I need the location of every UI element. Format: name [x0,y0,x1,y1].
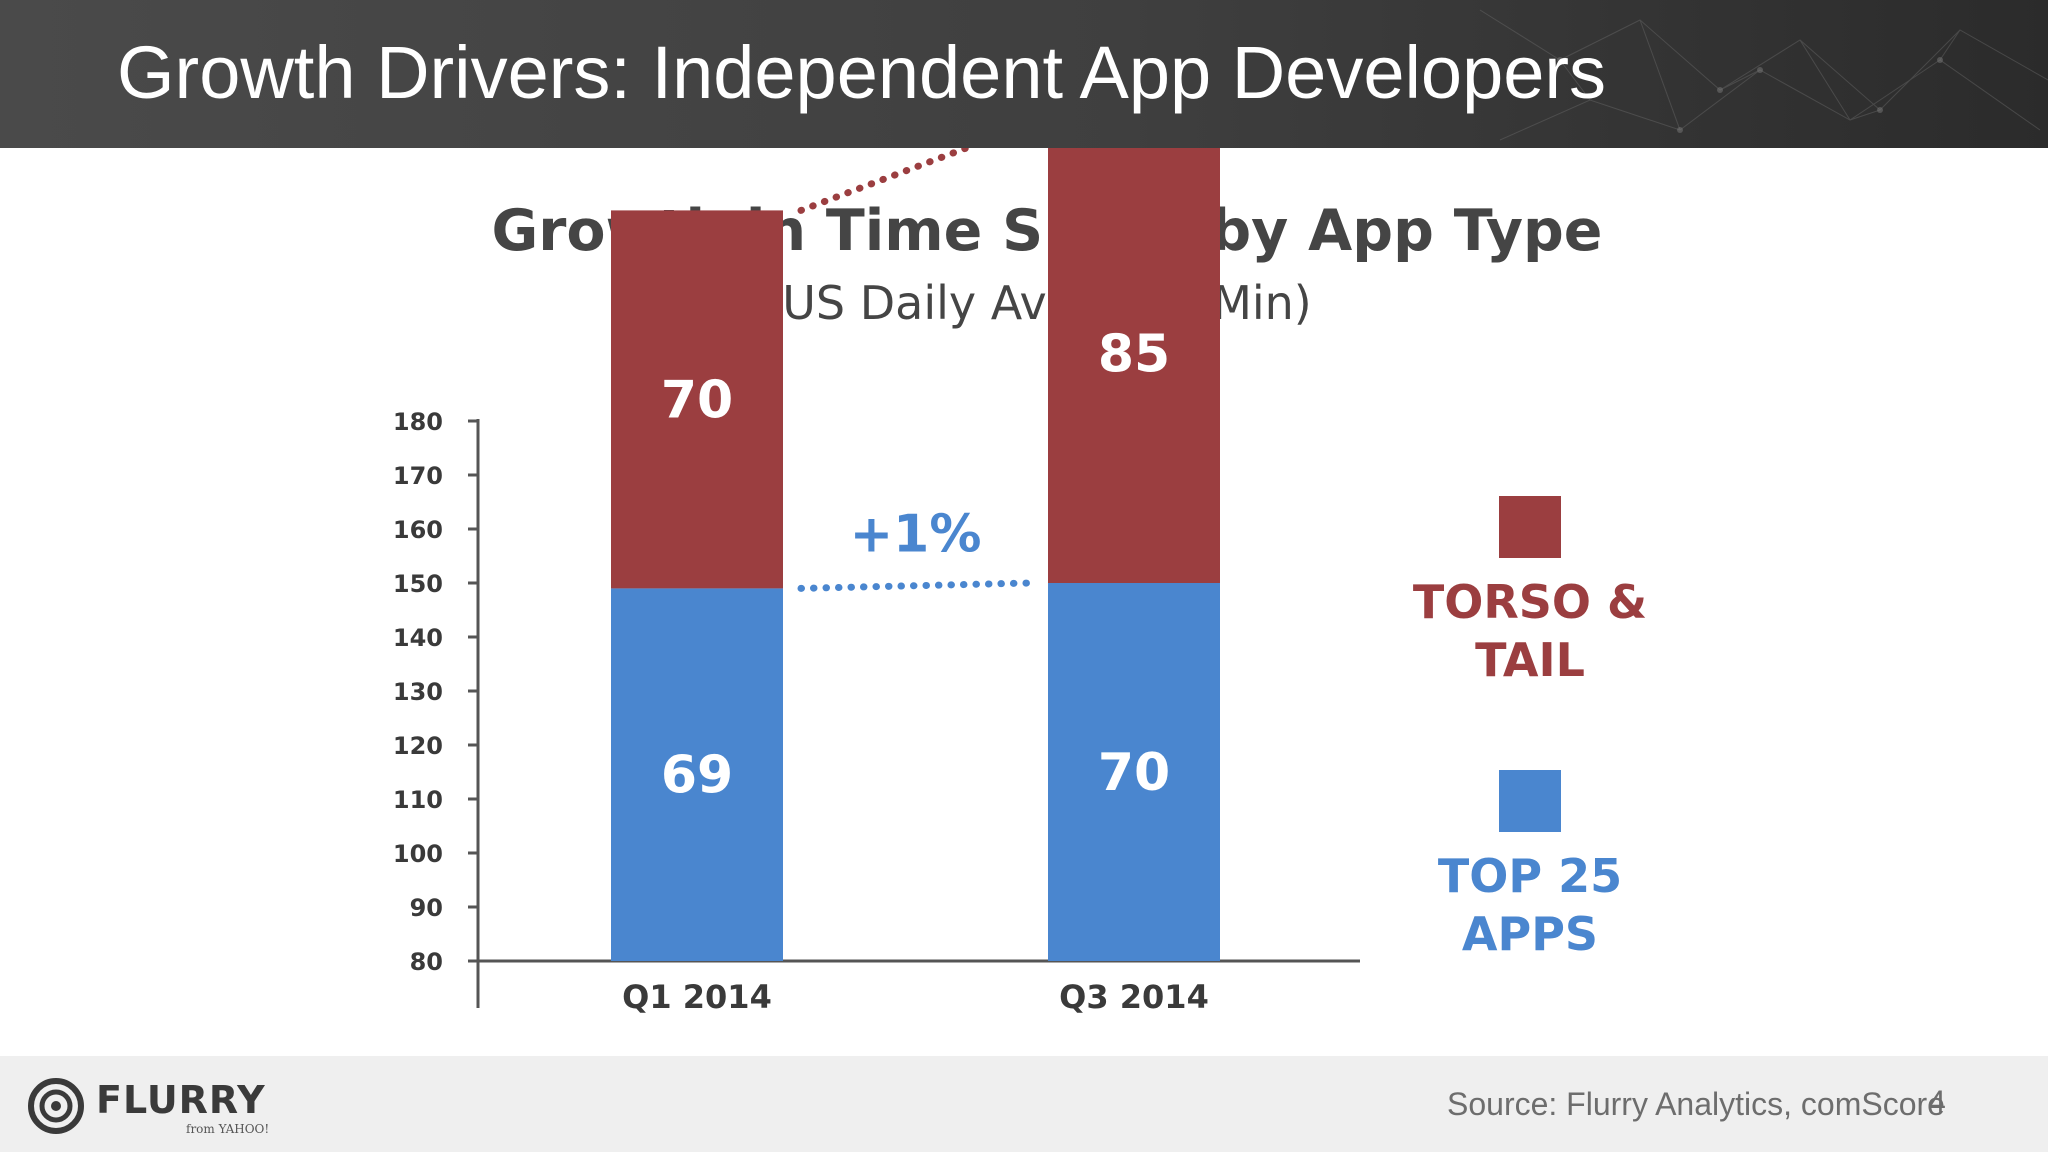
y-tick-label: 90 [410,894,443,922]
bar-value-label: 85 [1098,325,1170,385]
growth-annotation: +1% [850,505,982,565]
y-tick-label: 170 [393,462,443,490]
chart-subtitle: US Daily Average (Min) [782,276,1312,330]
bar-segment [1048,583,1220,961]
x-tick-label: Q1 2014 [622,978,772,1016]
y-tick-label: 80 [410,948,443,976]
bar-segment [1048,148,1220,583]
slide-content: Growth in Time Spent by App Type US Dail… [0,148,2048,1056]
legend-label: TOP 25 [1438,849,1622,903]
legend-label: TAIL [1475,633,1585,687]
y-tick-label: 160 [393,516,443,544]
flurry-swirl-icon [28,1078,84,1134]
y-tick-label: 180 [393,408,443,436]
y-tick-label: 140 [393,624,443,652]
slide-footer: FLURRY from YAHOO! Source: Flurry Analyt… [0,1056,2048,1152]
bar-segment [611,588,783,961]
y-tick-label: 120 [393,732,443,760]
legend-swatch [1499,496,1561,558]
x-tick-label: Q3 2014 [1059,978,1209,1016]
growth-connector [797,148,977,214]
page-number: 4 [1928,1084,1946,1120]
bar-value-label: 70 [1098,743,1170,803]
bar-value-label: 69 [661,746,733,806]
stacked-bar-chart: 80 90 100 110 120 130 140 150 160 170 180 69 70 Q1 20… [393,148,1647,1016]
network-background-pattern [1479,9,2048,141]
legend-label: TORSO & [1413,575,1647,629]
bar-segment [611,210,783,589]
slide-header: Growth Drivers: Independent App Develope… [0,0,2048,148]
growth-connector [797,579,1034,592]
legend-label: APPS [1462,907,1598,961]
y-tick-label: 130 [393,678,443,706]
flurry-logo-subtext: from YAHOO! [186,1122,270,1136]
y-tick-label: 110 [393,786,443,814]
flurry-logo-text: FLURRY [96,1078,266,1122]
slide-title: Growth Drivers: Independent App Develope… [117,31,1607,114]
source-note: Source: Flurry Analytics, comScore [1447,1086,1945,1122]
flurry-logo: FLURRY from YAHOO! [28,1074,278,1138]
y-tick-label: 150 [393,570,443,598]
legend-swatch [1499,770,1561,832]
bar-value-label: 70 [661,370,733,430]
y-tick-label: 100 [393,840,443,868]
